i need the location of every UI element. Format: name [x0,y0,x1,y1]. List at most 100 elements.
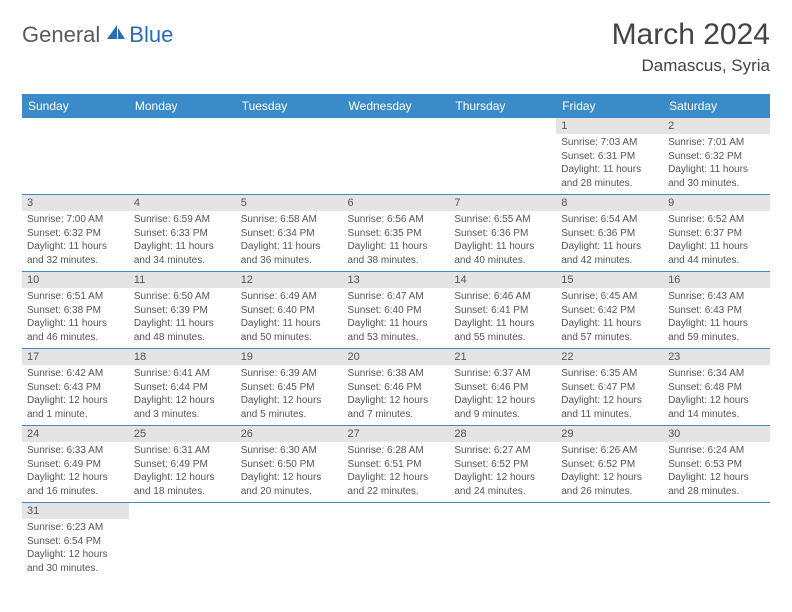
calendar-day-cell: 27Sunrise: 6:28 AMSunset: 6:51 PMDayligh… [343,426,450,503]
day-number: 29 [556,426,663,442]
sunrise-text: Sunrise: 6:47 AM [348,290,445,304]
day-number: 17 [22,349,129,365]
sunset-text: Sunset: 6:32 PM [27,227,124,241]
calendar-week-row: 24Sunrise: 6:33 AMSunset: 6:49 PMDayligh… [22,426,770,503]
day-details: Sunrise: 6:56 AMSunset: 6:35 PMDaylight:… [343,211,450,271]
sunset-text: Sunset: 6:39 PM [134,304,231,318]
day-number: 11 [129,272,236,288]
sunset-text: Sunset: 6:36 PM [561,227,658,241]
weekday-header: Saturday [663,94,770,118]
day-details: Sunrise: 6:31 AMSunset: 6:49 PMDaylight:… [129,442,236,502]
sunrise-text: Sunrise: 6:31 AM [134,444,231,458]
calendar-day-cell: 2Sunrise: 7:01 AMSunset: 6:32 PMDaylight… [663,118,770,195]
calendar-day-cell: 25Sunrise: 6:31 AMSunset: 6:49 PMDayligh… [129,426,236,503]
day-number: 16 [663,272,770,288]
calendar-day-cell: 22Sunrise: 6:35 AMSunset: 6:47 PMDayligh… [556,349,663,426]
sunset-text: Sunset: 6:52 PM [454,458,551,472]
calendar-day-cell: 1Sunrise: 7:03 AMSunset: 6:31 PMDaylight… [556,118,663,195]
calendar-day-cell: 7Sunrise: 6:55 AMSunset: 6:36 PMDaylight… [449,195,556,272]
day-details: Sunrise: 6:43 AMSunset: 6:43 PMDaylight:… [663,288,770,348]
sunset-text: Sunset: 6:38 PM [27,304,124,318]
brand-logo: General Blue [22,22,173,48]
calendar-day-cell: 18Sunrise: 6:41 AMSunset: 6:44 PMDayligh… [129,349,236,426]
calendar-day-cell: 16Sunrise: 6:43 AMSunset: 6:43 PMDayligh… [663,272,770,349]
sunrise-text: Sunrise: 6:50 AM [134,290,231,304]
day-number: 10 [22,272,129,288]
calendar-empty-cell [449,118,556,195]
calendar-empty-cell [343,503,450,580]
sunset-text: Sunset: 6:43 PM [668,304,765,318]
day-details: Sunrise: 6:27 AMSunset: 6:52 PMDaylight:… [449,442,556,502]
day-number: 6 [343,195,450,211]
sunrise-text: Sunrise: 6:49 AM [241,290,338,304]
day-number: 2 [663,118,770,134]
day-details: Sunrise: 6:52 AMSunset: 6:37 PMDaylight:… [663,211,770,271]
calendar-empty-cell [343,118,450,195]
sunset-text: Sunset: 6:36 PM [454,227,551,241]
calendar-day-cell: 14Sunrise: 6:46 AMSunset: 6:41 PMDayligh… [449,272,556,349]
calendar-day-cell: 4Sunrise: 6:59 AMSunset: 6:33 PMDaylight… [129,195,236,272]
sunrise-text: Sunrise: 6:33 AM [27,444,124,458]
calendar-empty-cell [449,503,556,580]
daylight-text: Daylight: 12 hours and 26 minutes. [561,471,658,498]
weekday-header: Friday [556,94,663,118]
sunrise-text: Sunrise: 7:01 AM [668,136,765,150]
calendar-table: SundayMondayTuesdayWednesdayThursdayFrid… [22,94,770,579]
sunset-text: Sunset: 6:33 PM [134,227,231,241]
calendar-day-cell: 3Sunrise: 7:00 AMSunset: 6:32 PMDaylight… [22,195,129,272]
day-details: Sunrise: 6:50 AMSunset: 6:39 PMDaylight:… [129,288,236,348]
day-details: Sunrise: 6:45 AMSunset: 6:42 PMDaylight:… [556,288,663,348]
calendar-week-row: 31Sunrise: 6:23 AMSunset: 6:54 PMDayligh… [22,503,770,580]
calendar-day-cell: 17Sunrise: 6:42 AMSunset: 6:43 PMDayligh… [22,349,129,426]
calendar-day-cell: 6Sunrise: 6:56 AMSunset: 6:35 PMDaylight… [343,195,450,272]
day-details: Sunrise: 6:47 AMSunset: 6:40 PMDaylight:… [343,288,450,348]
sunset-text: Sunset: 6:50 PM [241,458,338,472]
day-number: 12 [236,272,343,288]
sunset-text: Sunset: 6:46 PM [348,381,445,395]
header: General Blue March 2024 Damascus, Syria [22,18,770,76]
day-number: 31 [22,503,129,519]
calendar-day-cell: 23Sunrise: 6:34 AMSunset: 6:48 PMDayligh… [663,349,770,426]
daylight-text: Daylight: 11 hours and 40 minutes. [454,240,551,267]
calendar-week-row: 1Sunrise: 7:03 AMSunset: 6:31 PMDaylight… [22,118,770,195]
sunrise-text: Sunrise: 6:26 AM [561,444,658,458]
calendar-day-cell: 20Sunrise: 6:38 AMSunset: 6:46 PMDayligh… [343,349,450,426]
day-details: Sunrise: 6:51 AMSunset: 6:38 PMDaylight:… [22,288,129,348]
daylight-text: Daylight: 11 hours and 28 minutes. [561,163,658,190]
daylight-text: Daylight: 11 hours and 34 minutes. [134,240,231,267]
daylight-text: Daylight: 11 hours and 55 minutes. [454,317,551,344]
sunrise-text: Sunrise: 6:52 AM [668,213,765,227]
day-details: Sunrise: 6:38 AMSunset: 6:46 PMDaylight:… [343,365,450,425]
calendar-day-cell: 11Sunrise: 6:50 AMSunset: 6:39 PMDayligh… [129,272,236,349]
calendar-empty-cell [129,503,236,580]
calendar-day-cell: 15Sunrise: 6:45 AMSunset: 6:42 PMDayligh… [556,272,663,349]
daylight-text: Daylight: 11 hours and 57 minutes. [561,317,658,344]
calendar-day-cell: 12Sunrise: 6:49 AMSunset: 6:40 PMDayligh… [236,272,343,349]
location-label: Damascus, Syria [612,56,770,76]
day-details: Sunrise: 6:55 AMSunset: 6:36 PMDaylight:… [449,211,556,271]
day-details: Sunrise: 6:37 AMSunset: 6:46 PMDaylight:… [449,365,556,425]
sunset-text: Sunset: 6:31 PM [561,150,658,164]
sunrise-text: Sunrise: 6:30 AM [241,444,338,458]
sunset-text: Sunset: 6:49 PM [134,458,231,472]
sunrise-text: Sunrise: 6:34 AM [668,367,765,381]
calendar-day-cell: 13Sunrise: 6:47 AMSunset: 6:40 PMDayligh… [343,272,450,349]
weekday-header: Thursday [449,94,556,118]
calendar-day-cell: 29Sunrise: 6:26 AMSunset: 6:52 PMDayligh… [556,426,663,503]
calendar-empty-cell [236,503,343,580]
daylight-text: Daylight: 12 hours and 7 minutes. [348,394,445,421]
day-details: Sunrise: 6:28 AMSunset: 6:51 PMDaylight:… [343,442,450,502]
daylight-text: Daylight: 11 hours and 53 minutes. [348,317,445,344]
day-details: Sunrise: 7:00 AMSunset: 6:32 PMDaylight:… [22,211,129,271]
sunrise-text: Sunrise: 6:55 AM [454,213,551,227]
day-number: 3 [22,195,129,211]
daylight-text: Daylight: 12 hours and 16 minutes. [27,471,124,498]
day-number: 19 [236,349,343,365]
calendar-day-cell: 31Sunrise: 6:23 AMSunset: 6:54 PMDayligh… [22,503,129,580]
daylight-text: Daylight: 12 hours and 1 minute. [27,394,124,421]
day-details: Sunrise: 7:01 AMSunset: 6:32 PMDaylight:… [663,134,770,194]
sunrise-text: Sunrise: 6:37 AM [454,367,551,381]
day-details: Sunrise: 6:35 AMSunset: 6:47 PMDaylight:… [556,365,663,425]
day-number: 26 [236,426,343,442]
daylight-text: Daylight: 12 hours and 22 minutes. [348,471,445,498]
